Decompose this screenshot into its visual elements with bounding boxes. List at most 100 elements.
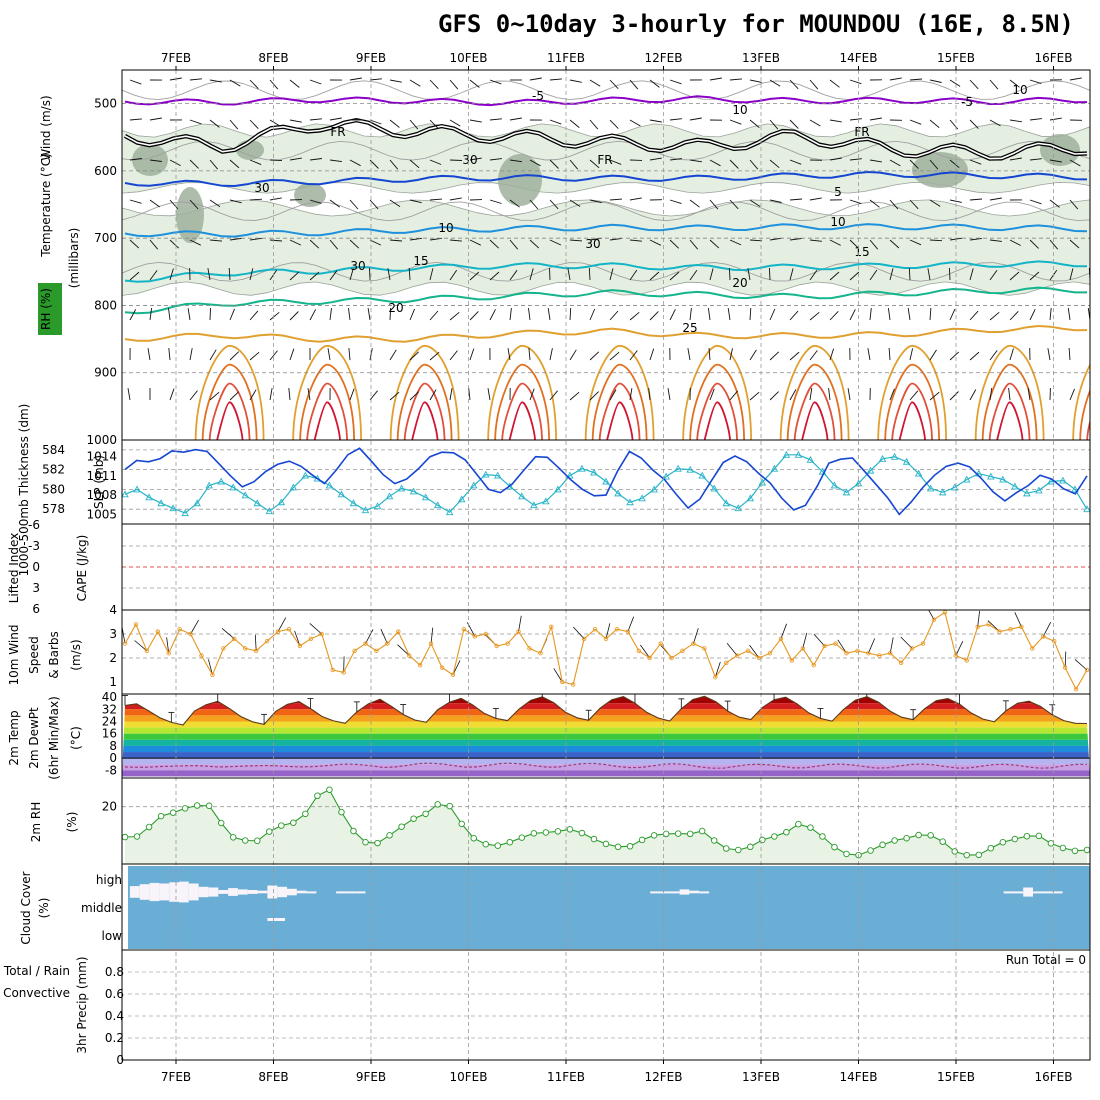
- wind-speed-point: [833, 641, 838, 646]
- rh-point: [747, 843, 754, 851]
- wind-barb-10m: [1042, 622, 1052, 637]
- wind-barb: [989, 269, 998, 281]
- wind-barb: [549, 348, 553, 361]
- wind-barb: [769, 308, 776, 321]
- wind-barb: [969, 268, 974, 281]
- wind-barb: [229, 237, 242, 241]
- wind-barb: [229, 159, 240, 169]
- rh-point: [145, 823, 153, 831]
- temp-contour-near-surface: [1079, 388, 1090, 440]
- contour-label: FR: [597, 153, 612, 167]
- wind-barb: [949, 159, 960, 169]
- wind-barb-10m: [365, 629, 374, 644]
- wind-barb: [809, 79, 819, 90]
- thickness-point: [710, 484, 718, 492]
- thickness-point: [914, 469, 923, 477]
- wind-barb: [929, 391, 940, 401]
- wind-barb: [847, 388, 851, 401]
- thickness-point: [758, 478, 767, 486]
- wind-barb-10m: [605, 623, 611, 639]
- wind-barb-10m: [693, 628, 699, 644]
- wind-barb-10m: [780, 623, 787, 639]
- cloud-high-bar: [336, 891, 346, 894]
- wind-barb: [1089, 399, 1090, 400]
- wind-speed-point: [778, 636, 784, 641]
- wind-barb: [909, 348, 914, 361]
- y-tick-precip: 0.6: [105, 987, 124, 1001]
- rh-point: [470, 834, 477, 842]
- wind-barb: [549, 390, 558, 401]
- wind-barb-10m: [1074, 659, 1088, 671]
- thickness-point: [542, 497, 550, 505]
- ylabel-cloud-units: (%): [37, 898, 51, 919]
- cloud-high-bar: [149, 882, 160, 902]
- wind-barb: [1009, 119, 1022, 123]
- temperature-2m-panel: [122, 694, 1090, 777]
- wind-barb: [209, 119, 220, 128]
- wind-barb: [729, 119, 742, 125]
- contour-label: -5: [961, 95, 973, 109]
- temp-contour-near-surface: [898, 401, 926, 440]
- wind-barb: [449, 197, 462, 201]
- wind-barb: [528, 308, 531, 321]
- wind-barb: [1049, 159, 1062, 163]
- wind-speed-point: [855, 648, 860, 653]
- cloud-high-bar: [1023, 887, 1033, 897]
- wind-barb: [948, 267, 951, 281]
- wind-barb: [429, 389, 437, 401]
- wind-barb: [189, 239, 201, 246]
- wind-speed-point: [986, 622, 991, 627]
- cloud-high-bar: [679, 889, 690, 895]
- rh-point: [518, 834, 526, 841]
- wind-barb: [507, 348, 511, 361]
- wind-barb: [849, 309, 856, 321]
- wind-barb: [829, 310, 839, 321]
- wind-barb: [969, 237, 982, 241]
- rh-point: [927, 832, 934, 839]
- wind-barb: [129, 118, 142, 121]
- temp-contour-near-surface: [299, 363, 355, 440]
- y-tick-li: 3: [32, 581, 40, 595]
- wind-barb: [249, 310, 259, 321]
- wind-barb: [709, 199, 719, 210]
- wind-barb: [149, 117, 162, 121]
- x-tick-label-top: 8FEB: [258, 51, 288, 65]
- rh-point: [939, 838, 946, 845]
- contour-label: 10: [732, 103, 747, 117]
- wind-barb: [709, 77, 722, 81]
- rh-point: [879, 841, 886, 849]
- thickness-point: [686, 465, 694, 473]
- wind-barb: [629, 269, 638, 281]
- contour-label: 15: [413, 254, 428, 268]
- wind-barb: [1009, 239, 1021, 246]
- ylabel-precip: 3hr Precip (mm): [75, 956, 89, 1053]
- wind-barb: [289, 79, 300, 88]
- y-tick-pressure: 500: [94, 97, 117, 111]
- rh-point: [759, 836, 766, 844]
- wind-barb: [1029, 239, 1039, 249]
- panel-frame: [121, 949, 1091, 1061]
- wind-barb: [1029, 79, 1042, 85]
- wind-speed-point: [155, 629, 160, 634]
- wind-barb: [389, 239, 403, 242]
- thickness-point: [385, 492, 394, 500]
- wind-barb: [189, 159, 199, 169]
- wind-speed-point: [581, 636, 587, 641]
- wind-barb: [349, 159, 361, 167]
- wind-10m-panel: [122, 610, 1090, 692]
- temp-contour-near-surface: [292, 344, 362, 440]
- ylabel-minmax: (6hr Min/Max): [47, 696, 61, 780]
- temp-contour-near-surface: [598, 382, 641, 440]
- ylabel-cloud-cover: Cloud Cover: [19, 871, 33, 944]
- wind-barb-10m: [714, 661, 721, 678]
- wind-barb: [229, 79, 241, 87]
- wind-barb: [229, 199, 242, 204]
- wind-barb: [309, 309, 316, 321]
- wind-barb: [309, 158, 322, 161]
- wind-barb: [1029, 199, 1042, 205]
- vertical-grid: [175, 70, 1054, 1060]
- wind-speed-point: [603, 636, 609, 641]
- wind-speed-point: [177, 627, 182, 632]
- wind-barb: [449, 350, 458, 361]
- wind-speed-point: [1062, 665, 1068, 670]
